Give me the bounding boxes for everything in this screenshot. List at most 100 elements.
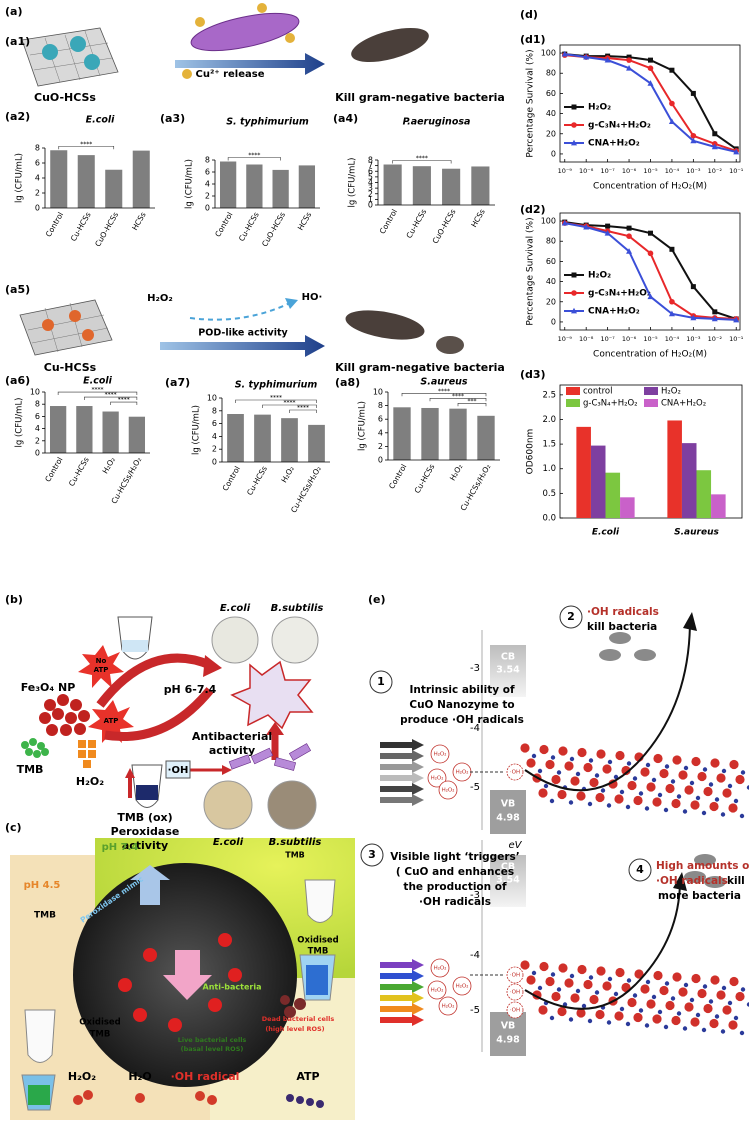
lattice-atom	[627, 997, 637, 1008]
x-tick-label: 10⁻⁴	[665, 335, 680, 343]
y-axis-label: Percentage Survival (%)	[526, 217, 536, 325]
label: HO·	[302, 292, 323, 303]
lattice-atom	[615, 750, 625, 761]
significance-bracket	[110, 401, 138, 406]
x-tick-label: 10⁻⁵	[643, 335, 658, 343]
x-tick-label: HCSs	[469, 207, 487, 229]
lattice-atom	[689, 780, 695, 786]
y-tick-label: 0	[212, 458, 217, 467]
lattice-atom	[606, 1020, 612, 1025]
lattice-atom	[537, 768, 543, 774]
label: ( CuO and enhances	[396, 866, 514, 878]
lattice-atom	[678, 770, 688, 780]
significance-label: ****	[118, 397, 130, 404]
x-tick-label: Control	[378, 208, 399, 236]
legend-label: CNA+H₂O₂	[661, 399, 706, 409]
significance-label: ****	[438, 388, 450, 395]
x-tick-label: HCSs	[130, 210, 148, 232]
lattice-atom	[678, 987, 688, 997]
panel-label: (a5)	[5, 283, 30, 296]
lattice-atom	[740, 770, 746, 775]
y-tick-label: 4	[35, 424, 40, 433]
lattice-atom	[714, 1014, 720, 1019]
y-tick-label: 80	[546, 69, 556, 78]
data-point	[647, 80, 654, 86]
step-circle	[360, 843, 384, 867]
lattice-atom	[733, 798, 739, 804]
lattice-atom	[701, 1027, 707, 1033]
x-tick-label: 10⁻⁵	[643, 167, 658, 175]
lattice-atom	[600, 788, 606, 793]
label: ·OH radicals	[419, 896, 491, 908]
label: CuO-HCSs	[34, 91, 96, 104]
legend-marker	[571, 104, 577, 110]
label: ATP	[94, 666, 109, 674]
lattice-atom	[556, 770, 562, 775]
lattice-atom	[543, 783, 549, 789]
significance-bracket	[84, 396, 138, 401]
data-point	[626, 64, 633, 71]
y-tick-label: 20	[546, 297, 556, 306]
bar	[105, 169, 123, 208]
x-tick-label: 10⁻⁸	[579, 167, 594, 175]
y-axis-label: lg (CFU/mL)	[192, 405, 202, 455]
y-tick-label: 8	[35, 144, 40, 153]
lattice-atom	[632, 993, 638, 998]
y-tick-label: 8	[368, 156, 373, 165]
scheme-a5	[19, 298, 464, 357]
lattice-atom	[716, 990, 726, 1000]
lattice-atom	[569, 973, 575, 979]
lattice-atom	[676, 794, 682, 799]
bar	[246, 164, 263, 208]
label: H₂O₂	[76, 775, 104, 788]
legend-label: g-C₃N₄+H₂O₂	[588, 121, 651, 131]
bar	[132, 150, 150, 208]
lattice-atom	[581, 1003, 587, 1009]
y-tick-label: 3	[368, 184, 373, 193]
lattice-atom	[735, 774, 745, 785]
x-tick-label: 10⁻⁸	[579, 335, 594, 343]
data-point	[647, 230, 653, 236]
label: ·OH radicals	[656, 875, 728, 887]
lattice-atom	[663, 1024, 669, 1030]
y-tick-label: 6	[212, 419, 217, 428]
label: Kill gram-negative bacteria	[335, 91, 505, 104]
bacterium	[634, 649, 656, 661]
lattice-atom	[714, 797, 720, 802]
label: B.subtilis	[271, 603, 324, 614]
label: TMB	[17, 763, 44, 776]
legend-label: g-C₃N₄+H₂O₂	[583, 399, 638, 409]
label: 3.54	[496, 665, 520, 676]
label: -3	[470, 663, 480, 674]
lattice-atom	[538, 788, 548, 798]
lattice-atom	[721, 985, 727, 991]
lattice-atom	[716, 773, 726, 783]
y-tick-label: 0	[35, 204, 40, 213]
lattice-atom	[606, 803, 612, 808]
x-tick-label: 10⁻³	[686, 335, 701, 343]
label: ·OH	[510, 990, 520, 996]
y-tick-label: 4	[205, 180, 210, 189]
legend-swatch	[644, 399, 658, 407]
data-point	[626, 57, 632, 63]
label: kill	[727, 875, 745, 887]
data-point	[733, 316, 740, 323]
lattice-atom	[638, 791, 644, 796]
lattice-atom	[739, 813, 745, 819]
y-tick-label: 20	[546, 129, 556, 138]
lattice-atom	[531, 753, 537, 759]
label: 2	[567, 610, 575, 623]
lattice-atom	[708, 782, 714, 787]
bar	[298, 165, 316, 208]
x-tick-label: H₂O₂	[101, 456, 118, 476]
light-arrow	[380, 981, 424, 993]
y-axis-label: Percentage Survival (%)	[526, 49, 536, 157]
lattice-atom	[653, 970, 663, 981]
lattice-atom	[664, 764, 670, 769]
lattice-atom	[549, 1015, 555, 1021]
bar	[383, 164, 402, 205]
label: Live bacterial cells	[178, 1036, 247, 1044]
label: 4.98	[496, 1035, 520, 1046]
lattice-atom	[665, 1000, 675, 1011]
